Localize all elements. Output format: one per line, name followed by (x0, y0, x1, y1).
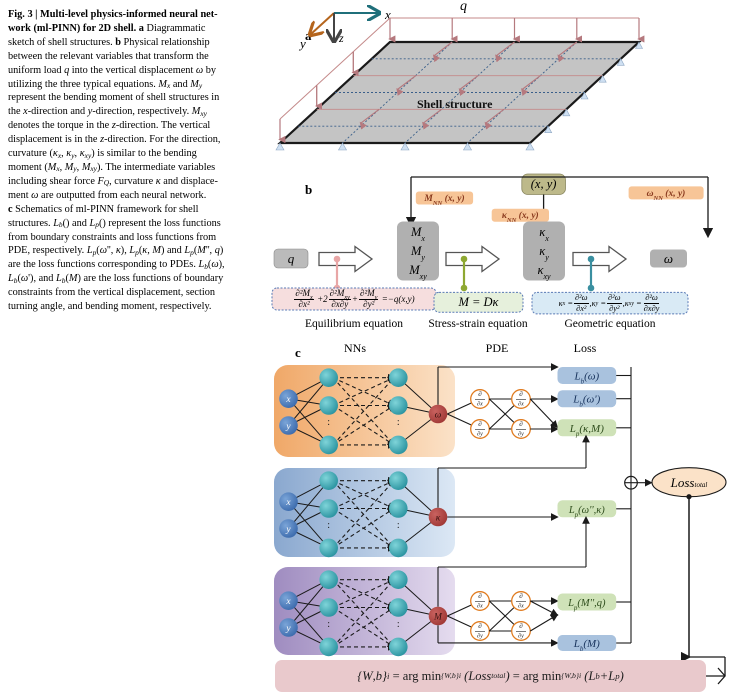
svg-text:∂x: ∂x (518, 401, 524, 408)
svg-text:(x, y): (x, y) (531, 177, 557, 191)
svg-text:∂x: ∂x (477, 603, 483, 610)
svg-text:∂: ∂ (478, 390, 482, 398)
svg-text:∂: ∂ (478, 592, 482, 600)
svg-text:Loss: Loss (574, 341, 597, 355)
svg-text:∂y: ∂y (518, 633, 524, 640)
svg-text:Equilibrium equation: Equilibrium equation (305, 318, 403, 330)
svg-text::: : (327, 619, 330, 630)
svg-text::: : (327, 520, 330, 531)
svg-text:ω: ω (664, 251, 673, 266)
svg-text:∂: ∂ (519, 622, 523, 630)
svg-text:x: x (285, 597, 291, 607)
svg-text:y: y (285, 525, 291, 535)
svg-text:NNs: NNs (344, 341, 366, 355)
svg-text:∂: ∂ (519, 390, 523, 398)
svg-text:∂: ∂ (519, 592, 523, 600)
svg-text:∂y: ∂y (477, 431, 483, 438)
svg-text:Stress-strain equation: Stress-strain equation (428, 318, 528, 330)
svg-text:∂: ∂ (478, 420, 482, 428)
svg-text:x: x (285, 395, 291, 405)
svg-text:∂y: ∂y (518, 431, 524, 438)
svg-text::: : (397, 417, 400, 428)
svg-text::: : (327, 417, 330, 428)
svg-text:y: y (285, 422, 291, 432)
svg-text:PDE: PDE (486, 341, 509, 355)
svg-text:x: x (285, 498, 291, 508)
svg-text:∂: ∂ (478, 622, 482, 630)
svg-text:∂x: ∂x (477, 401, 483, 408)
svg-text:ω: ω (435, 410, 442, 420)
svg-text:Geometric equation: Geometric equation (564, 318, 655, 330)
svg-text:M: M (433, 612, 443, 622)
svg-text:∂: ∂ (519, 420, 523, 428)
svg-text:κ: κ (436, 513, 441, 523)
svg-text::: : (397, 619, 400, 630)
svg-text:∂y: ∂y (477, 633, 483, 640)
svg-text:∂x: ∂x (518, 603, 524, 610)
svg-text:ωNN (x, y): ωNN (x, y) (647, 188, 686, 202)
svg-text:q: q (288, 251, 295, 266)
svg-text:y: y (285, 624, 291, 634)
svg-text::: : (397, 520, 400, 531)
